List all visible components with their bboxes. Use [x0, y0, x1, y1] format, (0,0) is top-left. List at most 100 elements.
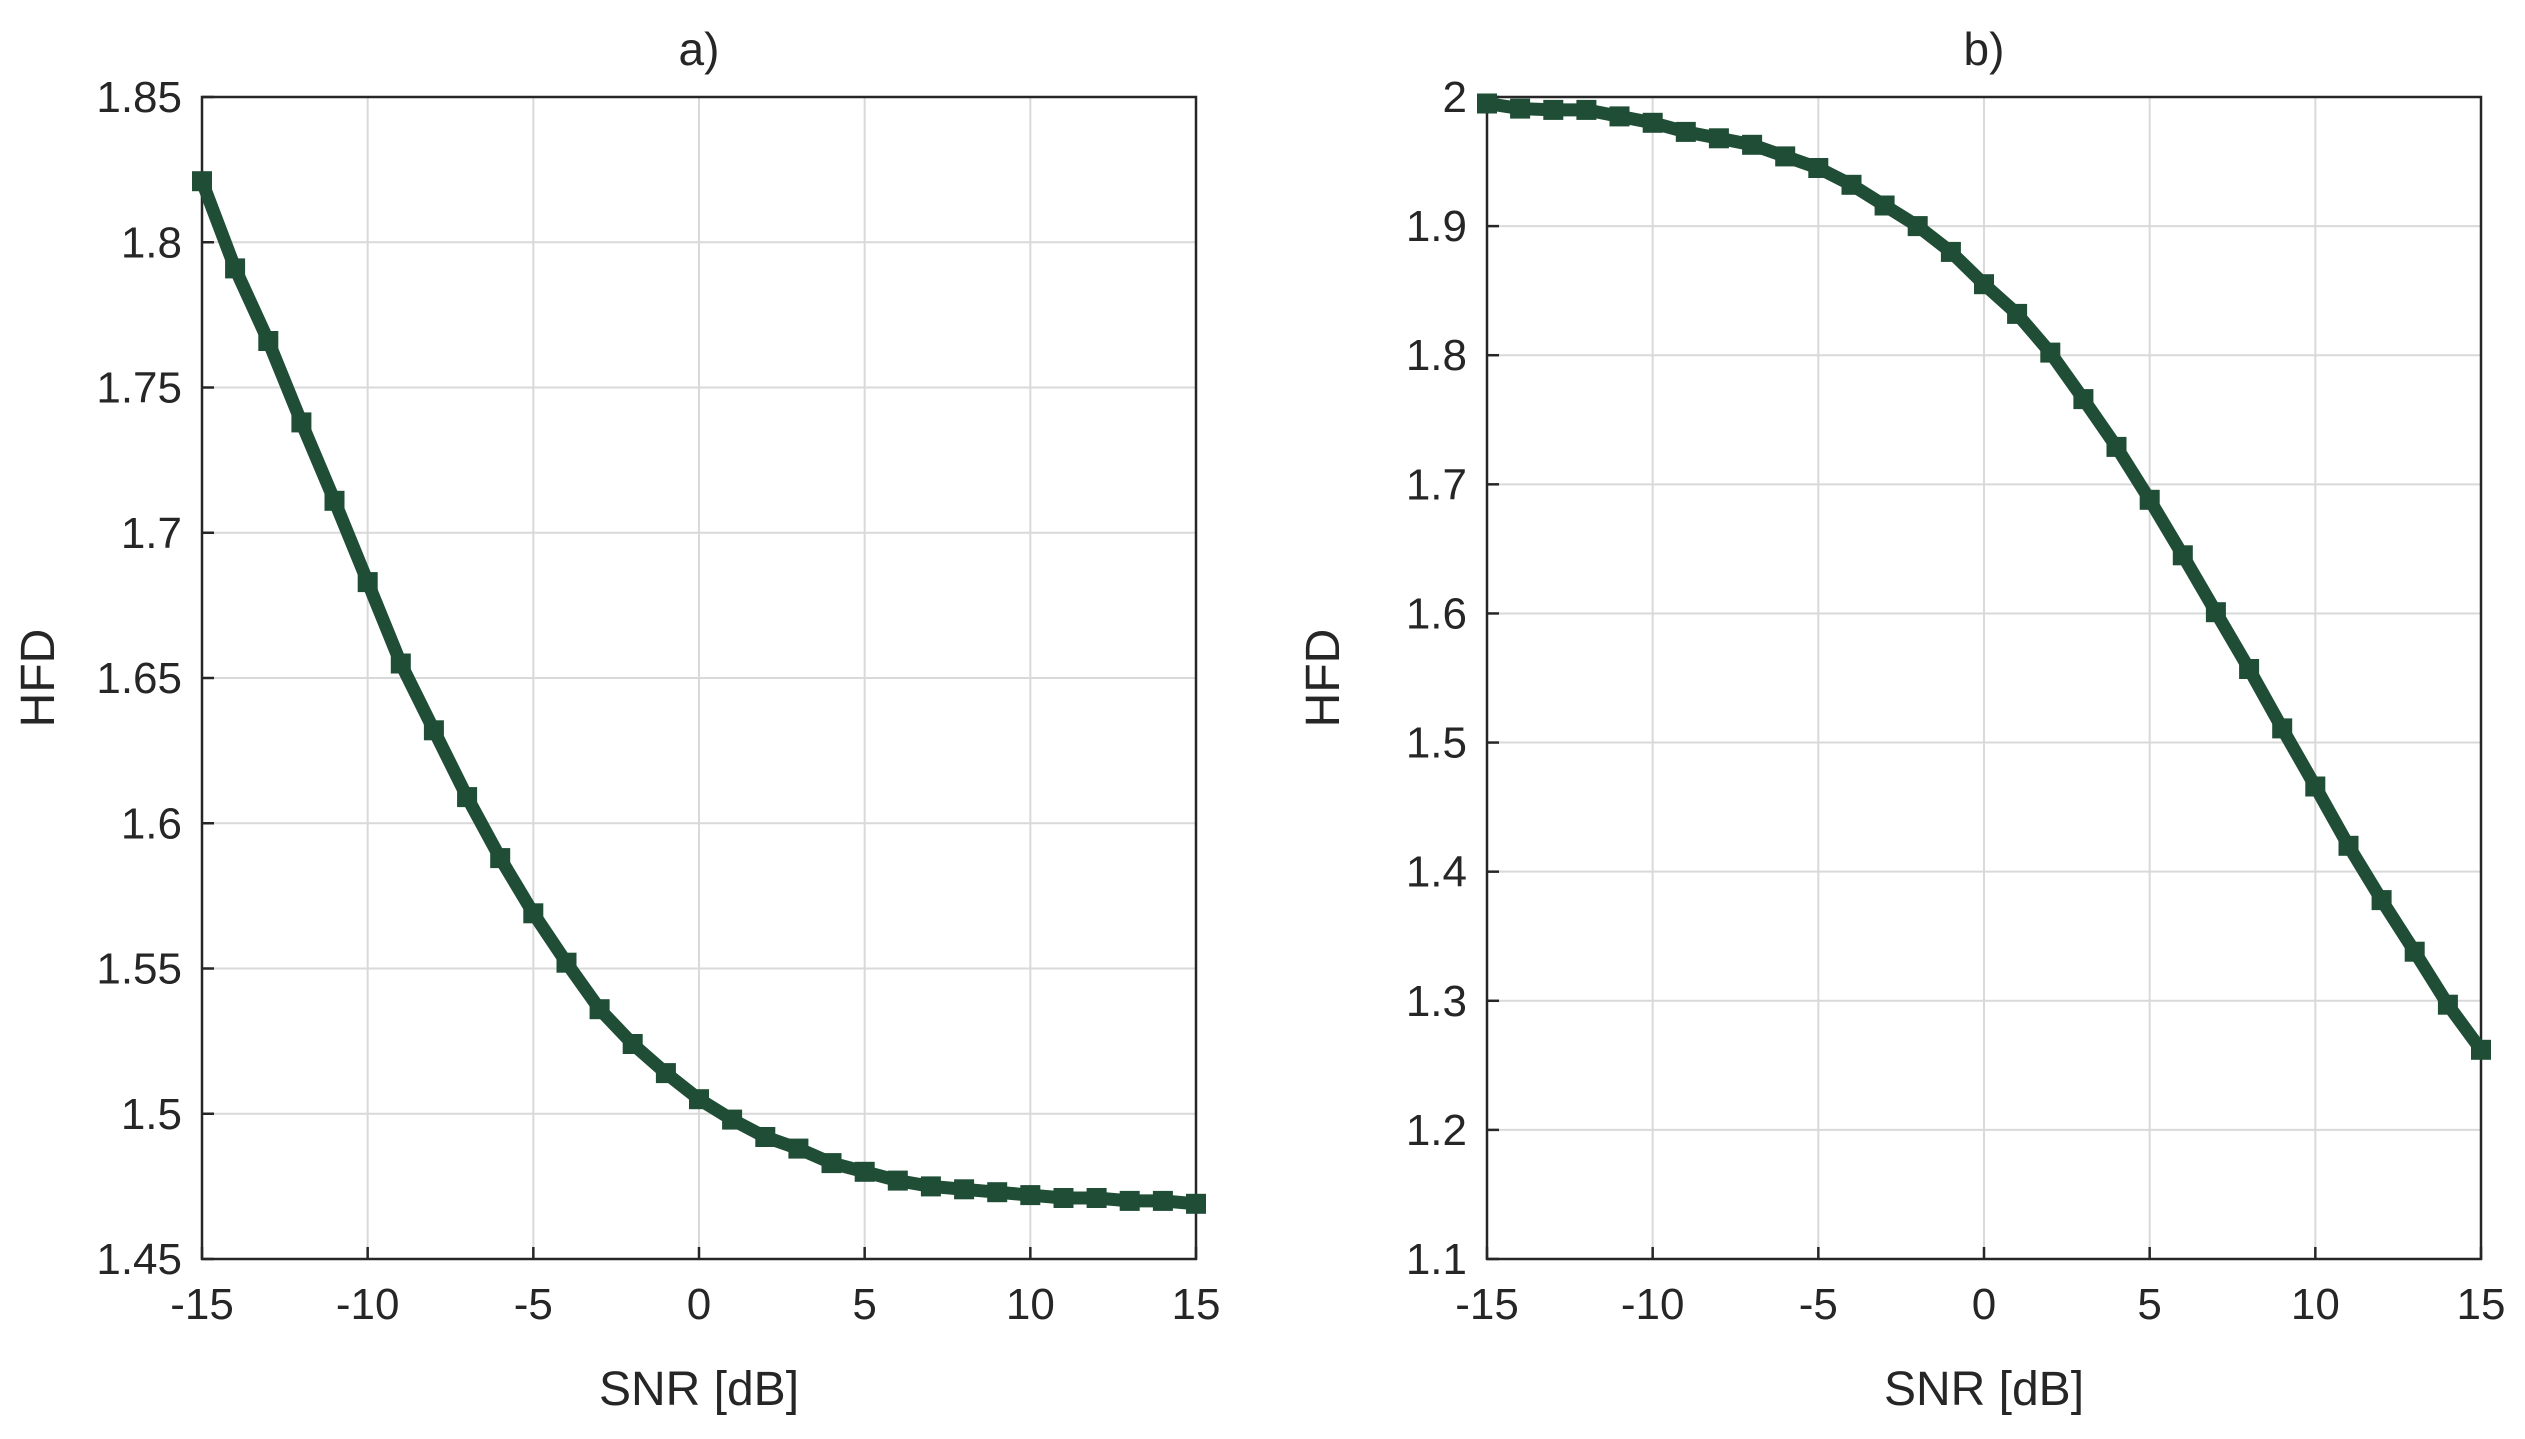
panel-a-grid: [201, 96, 1197, 1260]
panel-b-data-point: [2305, 776, 2326, 797]
panel-a-y-tick-label: 1.55: [96, 945, 182, 994]
panel-a-data-point: [821, 1153, 842, 1174]
panel-b-data-point: [2172, 545, 2193, 566]
panel-b-data-point: [1841, 174, 1862, 195]
panel-b-data-point: [2106, 436, 2127, 457]
panel-b-data-point: [2371, 890, 2392, 911]
panel-a-data-point: [1053, 1188, 1074, 1208]
panel-a-data-point: [788, 1138, 809, 1159]
panel-b-data-point: [1675, 121, 1696, 142]
panel-b-x-tick-label: -10: [1621, 1280, 1685, 1329]
panel-b-data-point: [2239, 659, 2260, 679]
panel-a-y-tick-label: 1.6: [121, 799, 182, 848]
panel-a-data-point: [390, 653, 411, 674]
panel-a-data-point: [523, 903, 544, 924]
panel-a-data-point: [1086, 1188, 1107, 1208]
panel-a-data-point: [622, 1034, 643, 1054]
panel-b-data-point: [2471, 1039, 2491, 1060]
panel-b-data-point: [1742, 134, 1763, 155]
panel-a-y-tick-labels: 1.45 1.5 1.55 1.6 1.65 1.7 1.75 1.8 1.85: [96, 73, 182, 1284]
panel-b-data-point: [1543, 99, 1564, 120]
panel-b-y-tick-label: 1.1: [1406, 1235, 1467, 1284]
panel-a-data-point: [225, 258, 246, 279]
panel-a-x-tick-label: 10: [1006, 1280, 1055, 1329]
panel-a-data-point: [192, 171, 212, 192]
panel-b-data-point: [1874, 195, 1895, 216]
panel-a-x-axis-label: SNR [dB]: [599, 1363, 799, 1416]
panel-a-data-point: [490, 848, 511, 869]
panel-a-y-tick-label: 1.85: [96, 73, 182, 122]
panel-b-data-point: [1642, 112, 1663, 133]
panel-a-data-point: [887, 1170, 908, 1191]
panel-a-data-point: [1020, 1185, 1041, 1206]
panel-a-data-point: [655, 1063, 676, 1084]
panel-b-data-point: [1974, 274, 1994, 295]
panel-b-data-point: [2040, 342, 2061, 363]
panel-b-y-tick-label: 1.5: [1406, 719, 1467, 768]
panel-b-x-tick-label: 5: [2137, 1280, 2161, 1329]
panel-a-data-point: [1119, 1190, 1140, 1211]
panel-b: -15 -10 -5 0 5 10 15 1.11.21.31.41.51.61.71.81…: [1297, 23, 2505, 1416]
panel-b-y-tick-label: 2: [1443, 73, 1467, 122]
panel-a-x-tick-label: -15: [170, 1280, 234, 1329]
panel-b-data-point: [2404, 941, 2425, 962]
panel-b-data-point: [1907, 216, 1928, 237]
panel-a-x-tick-label: 15: [1172, 1280, 1221, 1329]
panel-b-data-point: [1808, 158, 1829, 178]
panel-a-data-point: [755, 1127, 776, 1147]
panel-b-data-point: [1609, 106, 1630, 127]
panel-b-data-point: [2139, 489, 2160, 510]
panel-b-data-point: [2073, 389, 2094, 410]
panel-b-data-point: [2205, 602, 2226, 623]
panel-a-data-point: [357, 572, 378, 593]
panel-b-x-tick-label: -15: [1455, 1280, 1519, 1329]
panel-b-y-tick-labels: 1.1 1.2 1.3 1.4 1.5 1.6 1.7 1.8 1.9 2: [1406, 73, 1467, 1284]
panel-b-y-tick-label: 1.2: [1406, 1106, 1467, 1155]
panel-a-markers: [192, 171, 1206, 1214]
panel-b-y-tick-label: 1.7: [1406, 460, 1467, 509]
panel-a-y-tick-label: 1.7: [121, 509, 182, 558]
panel-b-x-tick-label: -5: [1799, 1280, 1838, 1329]
panel-a-y-tick-label: 1.45: [96, 1235, 182, 1284]
panel-a-data-point: [954, 1179, 975, 1200]
panel-b-data-point: [2338, 835, 2359, 856]
panel-a-data-point: [423, 720, 444, 741]
panel-b-data-point: [2272, 718, 2293, 739]
panel-a-x-tick-label: 0: [687, 1280, 711, 1329]
panel-a-data-point: [1152, 1190, 1173, 1211]
panel-a-title: a): [679, 23, 720, 75]
panel-a-data-point: [854, 1161, 875, 1182]
panel-b-y-axis-label: HFD: [1297, 629, 1350, 728]
panel-a-y-tick-label: 1.8: [121, 218, 182, 267]
panel-b-y-tick-label: 1.8: [1406, 331, 1467, 380]
panel-a-data-point: [689, 1089, 709, 1110]
panel-b-data-point: [2007, 303, 2028, 324]
panel-b-markers: [1477, 93, 2491, 1060]
panel-a-x-tick-label: -10: [336, 1280, 400, 1329]
panel-a-data-point: [589, 999, 610, 1020]
panel-b-data-point: [2437, 994, 2458, 1015]
panel-a-data-point: [324, 490, 345, 511]
panel-a-x-tick-label: -5: [514, 1280, 553, 1329]
panel-b-x-tick-label: 0: [1972, 1280, 1996, 1329]
panel-a-data-point: [457, 787, 478, 808]
panel-a-data-point: [1186, 1193, 1206, 1214]
panel-b-y-tick-label: 1.9: [1406, 202, 1467, 251]
panel-b-data-point: [1576, 99, 1597, 120]
panel-a: -15 -10 -5 0 5 10 15 1.45 1.5 1.55 1.6 1.65 1.7 1.75…: [12, 23, 1220, 1416]
panel-b-x-tick-label: 10: [2291, 1280, 2340, 1329]
panel-a-y-tick-label: 1.75: [96, 364, 182, 413]
panel-b-data-point: [1775, 146, 1796, 167]
panel-b-data-point: [1940, 241, 1961, 262]
panel-b-x-tick-label: 15: [2457, 1280, 2506, 1329]
panel-a-data-point: [556, 952, 577, 973]
panel-b-y-tick-label: 1.6: [1406, 589, 1467, 638]
panel-a-data-point: [987, 1182, 1008, 1203]
panel-a-x-tick-labels: -15 -10 -5 0 5 10 15: [170, 1280, 1220, 1329]
panel-a-y-axis-label: HFD: [12, 629, 65, 728]
panel-b-data-point: [1510, 98, 1531, 119]
panel-a-data-point: [258, 331, 279, 351]
panel-b-x-tick-labels: -15 -10 -5 0 5 10 15: [1455, 1280, 2505, 1329]
